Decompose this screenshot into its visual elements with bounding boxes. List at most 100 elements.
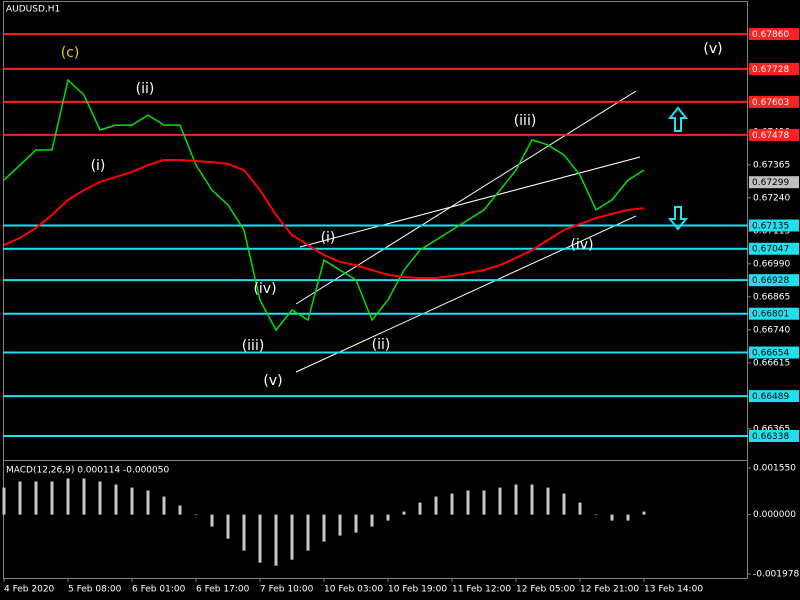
y-tick-label: 0.66615 [753, 358, 790, 368]
wave-label: (i) [321, 230, 336, 246]
macd-bar [18, 481, 22, 515]
macd-title: MACD(12,26,9) 0.000114 -0.000050 [6, 466, 169, 476]
level-label: 0.67728 [752, 65, 789, 75]
level-box [749, 62, 799, 75]
macd-bar [530, 484, 534, 515]
channel-line [295, 215, 637, 373]
wave-label: (c) [61, 45, 80, 61]
x-tick-label: 12 Feb 21:00 [580, 585, 639, 595]
wave-label: (iv) [253, 281, 276, 297]
x-tick-label: 13 Feb 14:00 [644, 585, 703, 595]
level-label: 0.66801 [752, 310, 789, 320]
level-label: 0.67603 [752, 98, 789, 108]
level-box [749, 28, 799, 41]
wave-label: (iii) [242, 338, 265, 354]
macd-bar [194, 514, 198, 516]
macd-bar [434, 496, 438, 515]
macd-bar [498, 487, 502, 515]
macd-bar [114, 484, 118, 515]
y-tick-label: 0.66365 [753, 424, 790, 434]
level-box [749, 429, 799, 442]
wave-label: (iv) [570, 237, 593, 253]
macd-bar [290, 514, 294, 560]
macd-bar [306, 514, 310, 551]
level-box [749, 95, 799, 108]
macd-bar [450, 493, 454, 515]
macd-bar [146, 490, 150, 515]
macd-bar [354, 514, 358, 533]
y-tick-label: 0.67240 [753, 193, 790, 203]
x-tick-label: 4 Feb 2020 [4, 585, 55, 595]
wave-label: (ii) [372, 337, 391, 353]
x-tick-label: 11 Feb 12:00 [452, 585, 511, 595]
macd-y-tick-label: -0.001978 [753, 570, 799, 580]
level-box [749, 128, 799, 141]
macd-bar [546, 487, 550, 515]
x-tick-label: 6 Feb 01:00 [132, 585, 186, 595]
macd-bar [274, 514, 278, 566]
level-label: 0.66338 [752, 432, 789, 442]
price-line [3, 78, 645, 332]
macd-bar [610, 514, 614, 521]
macd-bar [242, 514, 246, 551]
channel-line [299, 156, 641, 248]
macd-bar [386, 514, 390, 521]
x-tick-label: 6 Feb 17:00 [196, 585, 250, 595]
macd-bar [370, 514, 374, 527]
y-tick-label: 0.67365 [753, 160, 790, 170]
macd-bar [162, 496, 166, 515]
x-tick-label: 12 Feb 05:00 [516, 585, 575, 595]
moving-average [3, 159, 645, 280]
level-label: 0.67135 [752, 222, 789, 232]
wave-label: (ii) [136, 81, 155, 97]
level-box [749, 219, 799, 232]
macd-bar [82, 478, 86, 515]
macd-bar [258, 514, 262, 563]
down-arrow [667, 206, 689, 231]
y-tick-label: 0.66990 [753, 259, 790, 269]
y-tick-label: 0.66740 [753, 325, 790, 335]
macd-bar [642, 511, 646, 515]
level-label: 0.67047 [752, 245, 789, 255]
macd-bar [482, 490, 486, 515]
macd-y-tick-label: 0.001550 [753, 464, 796, 474]
chart-title: AUDUSD,H1 [6, 5, 60, 15]
level-box [749, 274, 799, 287]
level-box [749, 307, 799, 320]
macd-bar [34, 481, 38, 515]
level-label: 0.66928 [752, 276, 789, 286]
x-tick-label: 5 Feb 08:00 [68, 585, 122, 595]
macd-bar [322, 514, 326, 542]
macd-bar [226, 514, 230, 539]
channel-line [295, 90, 637, 305]
level-label: 0.66654 [752, 349, 789, 359]
macd-bar [98, 481, 102, 515]
macd-y-tick-label: 0.000000 [753, 510, 796, 520]
level-label: 0.66489 [752, 392, 789, 402]
current-price-box [749, 176, 799, 189]
level-label: 0.67860 [752, 30, 789, 40]
macd-bar [514, 484, 518, 515]
level-box [749, 346, 799, 359]
x-tick-label: 10 Feb 03:00 [324, 585, 383, 595]
level-label: 0.67478 [752, 131, 789, 141]
macd-bar [466, 490, 470, 515]
macd-bar [210, 514, 214, 527]
macd-bar [178, 505, 182, 515]
macd-bar [402, 511, 406, 515]
wave-label: (v) [263, 373, 282, 389]
wave-label: (i) [91, 158, 106, 174]
up-arrow [667, 106, 689, 132]
macd-bar [626, 514, 630, 521]
macd-bar [338, 514, 342, 536]
y-tick-label: 0.66865 [753, 292, 790, 302]
macd-bar [562, 493, 566, 515]
macd-bar [50, 481, 54, 515]
level-box [749, 242, 799, 255]
wave-label: (iii) [514, 113, 537, 129]
x-tick-label: 10 Feb 19:00 [388, 585, 447, 595]
macd-bar [66, 478, 70, 515]
